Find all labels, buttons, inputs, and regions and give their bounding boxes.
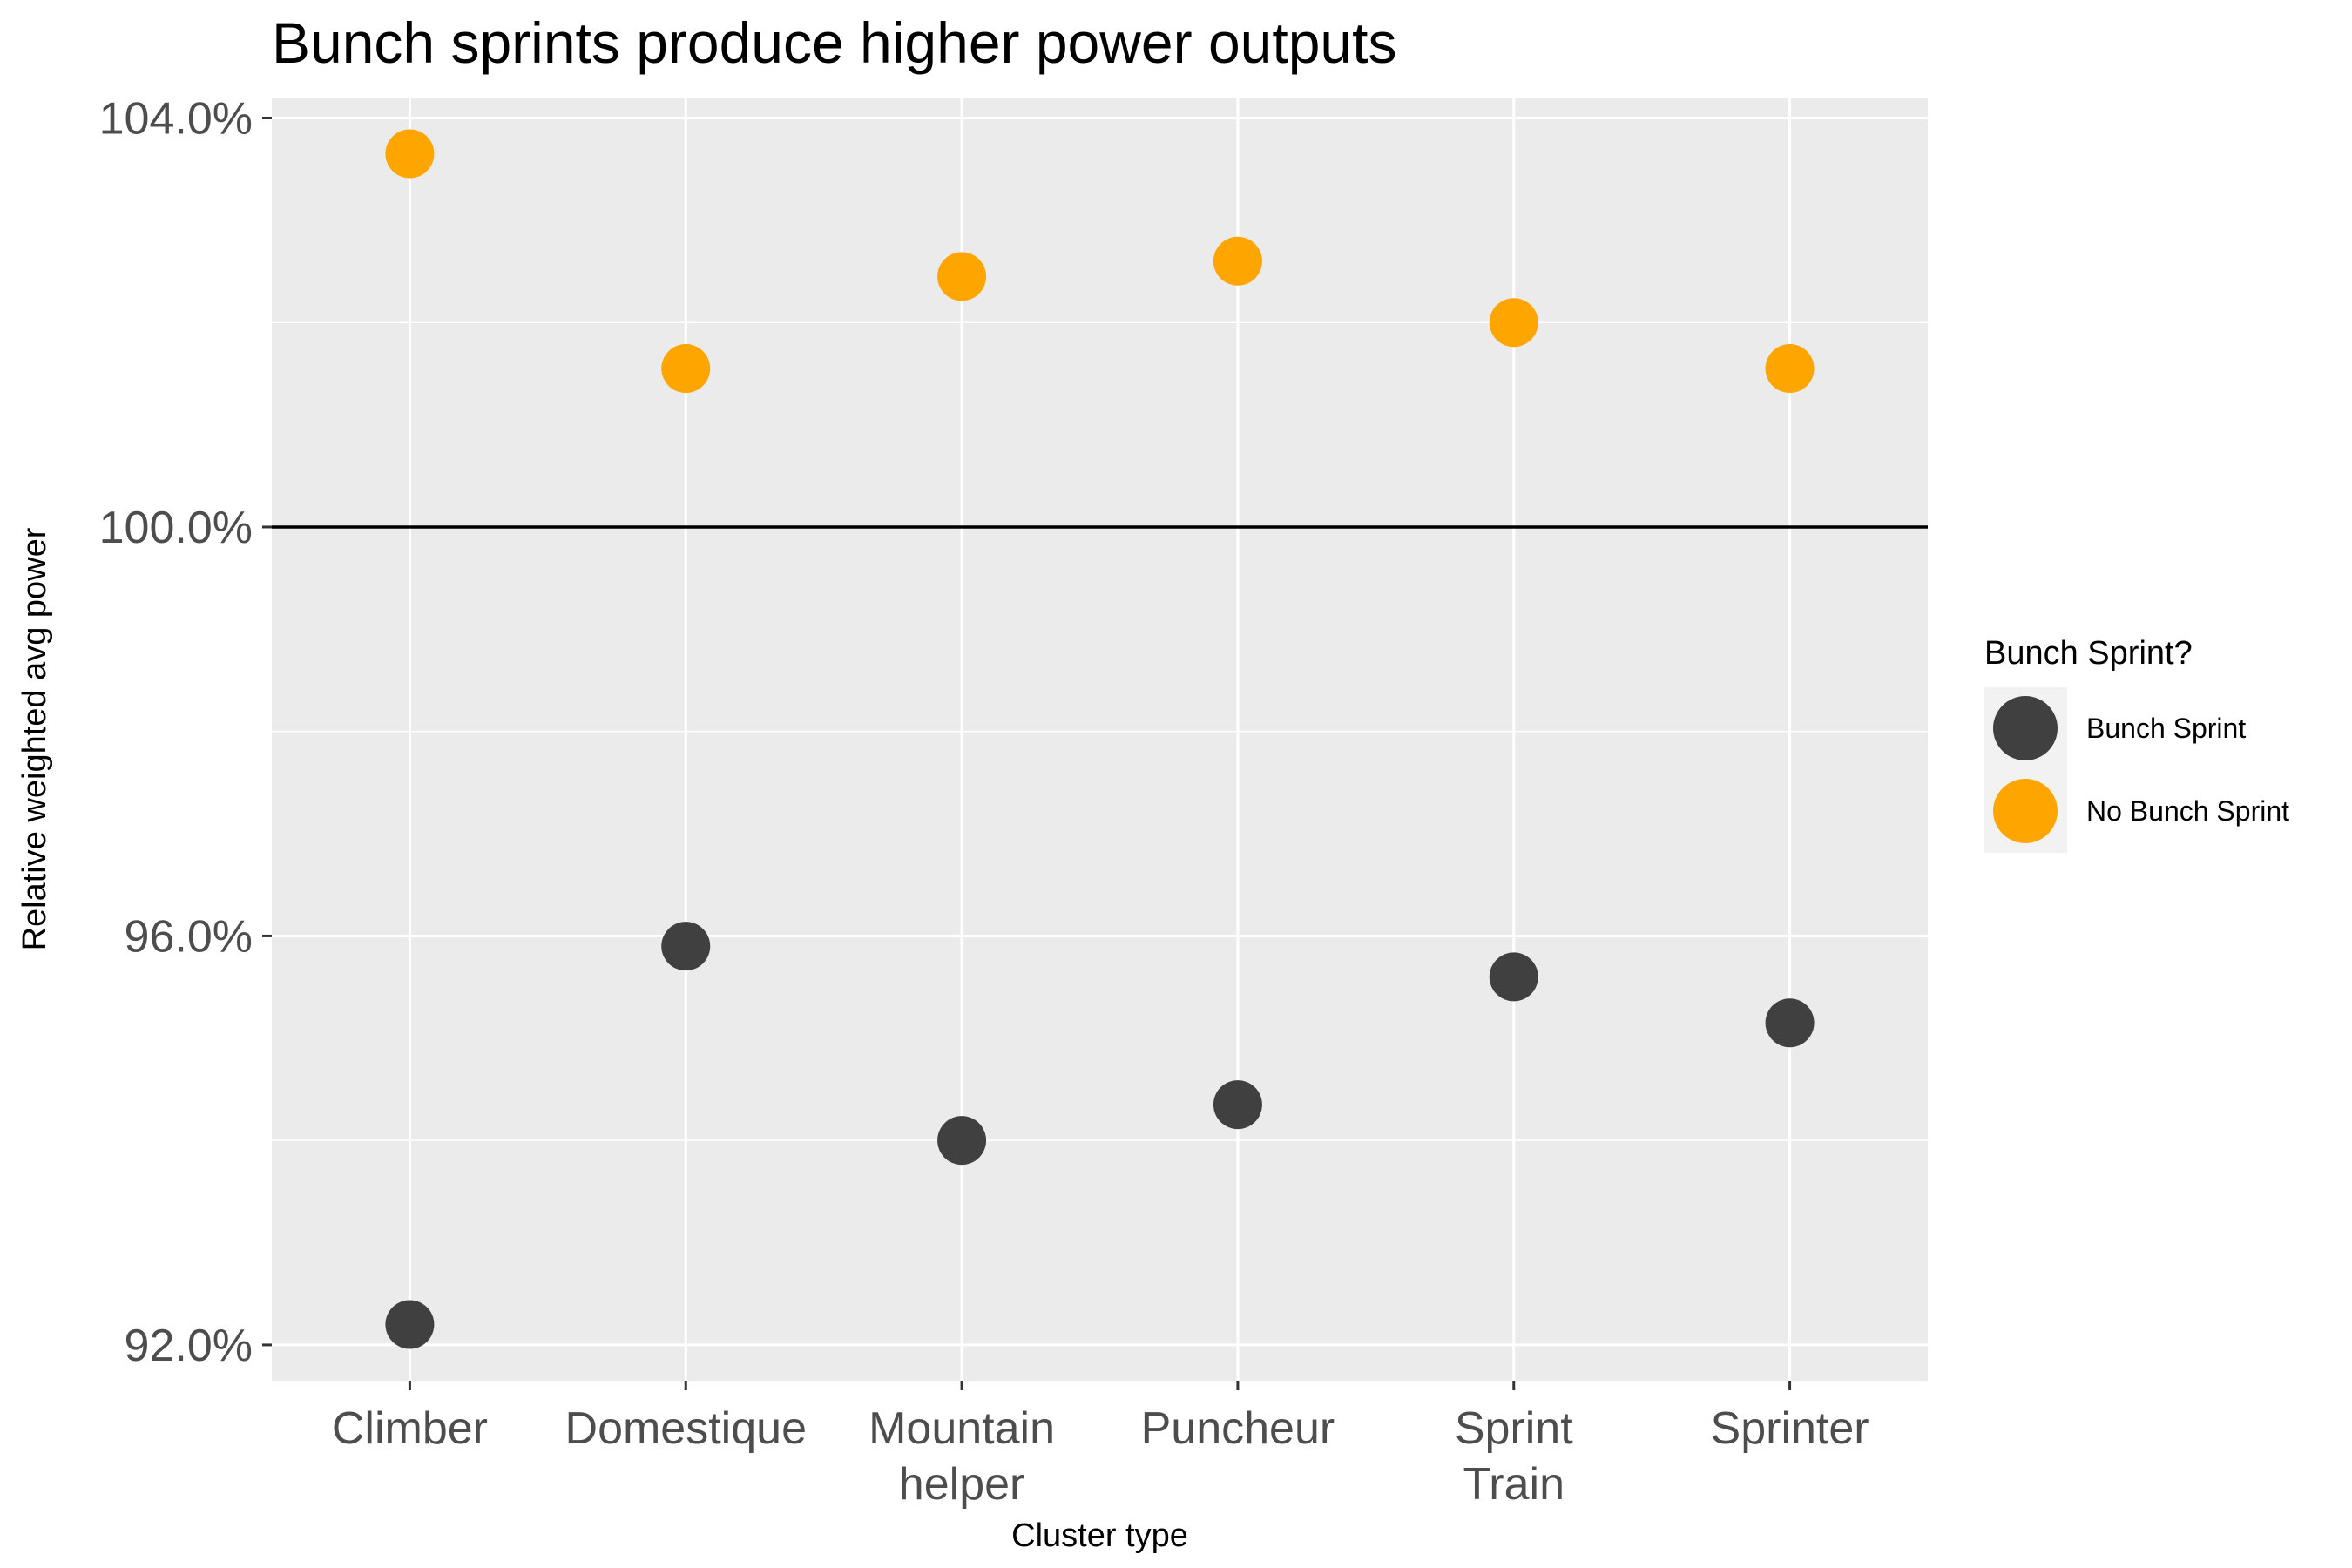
point-bunch-sprint: [1765, 998, 1815, 1048]
plot-panel: [272, 98, 1928, 1381]
point-no-bunch-sprint: [937, 252, 987, 301]
x-tick-label: Sprint Train: [1455, 1403, 1573, 1510]
legend-key: [1993, 779, 2058, 843]
point-no-bunch-sprint: [661, 344, 711, 394]
point-bunch-sprint: [1213, 1080, 1262, 1130]
grid-minor: [272, 321, 1928, 1141]
point-no-bunch-sprint: [385, 129, 435, 179]
x-tick-label: Puncheur: [1141, 1403, 1335, 1454]
data-points: [385, 129, 1815, 1349]
y-axis: 92.0% 96.0% 100.0% 104.0%: [99, 93, 272, 1371]
y-tick-label: 104.0%: [99, 93, 253, 144]
point-no-bunch-sprint: [1213, 236, 1262, 286]
point-no-bunch-sprint: [1765, 344, 1815, 394]
x-axis-title: Cluster type: [1011, 1517, 1188, 1554]
legend-key: [1993, 696, 2058, 760]
point-bunch-sprint: [661, 922, 711, 971]
y-axis-title: Relative weighted avg power: [17, 527, 53, 950]
legend-items: Bunch Sprint No Bunch Sprint: [1984, 687, 2289, 853]
x-tick-label: Sprinter: [1711, 1403, 1869, 1454]
legend: Bunch Sprint? Bunch Sprint No Bunch Sprin…: [1984, 635, 2289, 853]
x-tick-label: Climber: [332, 1403, 488, 1454]
chart-title: Bunch sprints produce higher power outpu…: [272, 10, 1396, 75]
y-tick-label: 92.0%: [125, 1321, 253, 1371]
point-bunch-sprint: [385, 1300, 435, 1349]
point-no-bunch-sprint: [1489, 298, 1538, 348]
legend-label: Bunch Sprint: [2086, 713, 2246, 744]
x-tick-label: Mountain helper: [868, 1403, 1055, 1510]
x-axis: Climber Domestique Mountain helper Puncheur S…: [332, 1381, 1869, 1510]
y-tick-label: 96.0%: [125, 911, 253, 962]
legend-title: Bunch Sprint?: [1984, 635, 2193, 672]
y-tick-label: 100.0%: [99, 503, 253, 553]
x-tick-label: Domestique: [565, 1403, 807, 1454]
point-bunch-sprint: [937, 1116, 987, 1166]
point-bunch-sprint: [1489, 952, 1538, 1002]
legend-label: No Bunch Sprint: [2086, 795, 2289, 827]
